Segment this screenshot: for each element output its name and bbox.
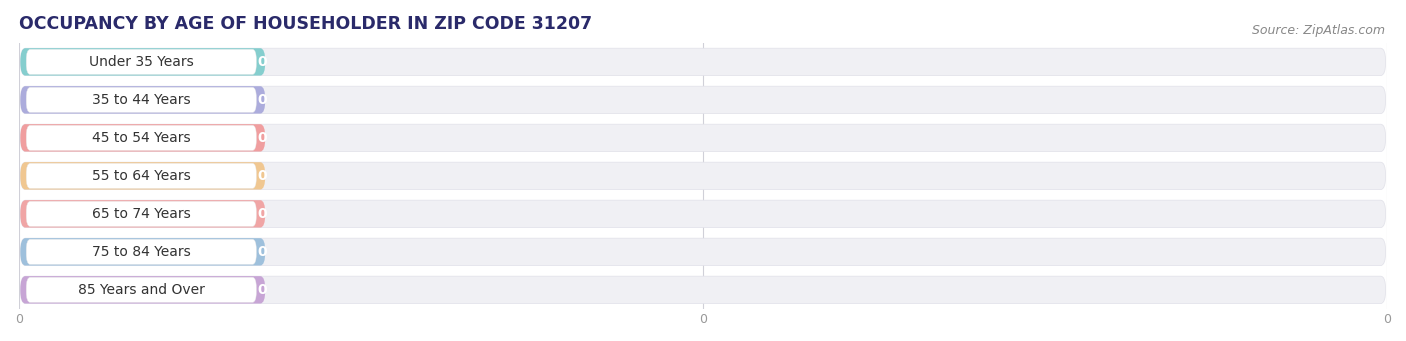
Text: 45 to 54 Years: 45 to 54 Years [91, 131, 191, 145]
Text: Source: ZipAtlas.com: Source: ZipAtlas.com [1251, 24, 1385, 37]
FancyBboxPatch shape [27, 87, 256, 113]
FancyBboxPatch shape [20, 200, 1386, 227]
FancyBboxPatch shape [20, 276, 1386, 303]
Text: 0: 0 [257, 245, 267, 259]
Text: 65 to 74 Years: 65 to 74 Years [91, 207, 191, 221]
Text: 35 to 44 Years: 35 to 44 Years [91, 93, 191, 107]
Text: 0: 0 [257, 131, 267, 145]
FancyBboxPatch shape [20, 86, 266, 114]
FancyBboxPatch shape [27, 125, 256, 150]
Text: 0: 0 [257, 207, 267, 221]
FancyBboxPatch shape [20, 86, 1386, 114]
FancyBboxPatch shape [20, 200, 266, 227]
Text: 0: 0 [257, 283, 267, 297]
FancyBboxPatch shape [20, 48, 1386, 76]
FancyBboxPatch shape [27, 49, 256, 74]
FancyBboxPatch shape [20, 48, 266, 76]
FancyBboxPatch shape [20, 276, 266, 303]
FancyBboxPatch shape [20, 238, 1386, 266]
FancyBboxPatch shape [27, 201, 256, 226]
Text: 0: 0 [257, 55, 267, 69]
FancyBboxPatch shape [20, 162, 1386, 190]
Text: OCCUPANCY BY AGE OF HOUSEHOLDER IN ZIP CODE 31207: OCCUPANCY BY AGE OF HOUSEHOLDER IN ZIP C… [20, 15, 592, 33]
Text: 55 to 64 Years: 55 to 64 Years [91, 169, 191, 183]
FancyBboxPatch shape [20, 162, 266, 190]
FancyBboxPatch shape [27, 163, 256, 188]
FancyBboxPatch shape [27, 277, 256, 302]
Text: Under 35 Years: Under 35 Years [89, 55, 194, 69]
Text: 75 to 84 Years: 75 to 84 Years [91, 245, 191, 259]
FancyBboxPatch shape [27, 239, 256, 264]
FancyBboxPatch shape [20, 238, 266, 266]
Text: 0: 0 [257, 93, 267, 107]
FancyBboxPatch shape [20, 124, 266, 151]
Text: 85 Years and Over: 85 Years and Over [77, 283, 205, 297]
FancyBboxPatch shape [20, 124, 1386, 151]
Text: 0: 0 [257, 169, 267, 183]
